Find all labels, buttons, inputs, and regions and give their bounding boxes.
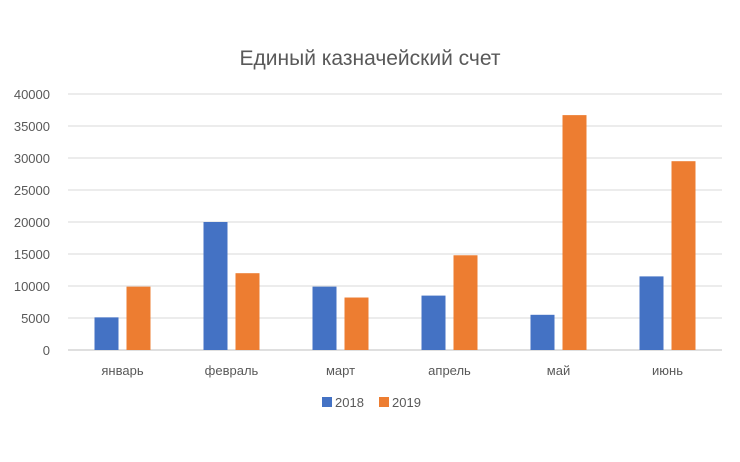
legend: 2018 2019 (322, 395, 421, 410)
x-category-label: июнь (652, 363, 683, 378)
bar-2018-3 (421, 295, 446, 350)
y-tick-label: 0 (43, 343, 50, 358)
legend-label: 2018 (335, 395, 364, 410)
y-tick-label: 35000 (14, 119, 50, 134)
y-tick-label: 40000 (14, 87, 50, 102)
x-category-label: май (547, 363, 570, 378)
bar-2019-4 (562, 115, 587, 351)
bar-2019-2 (344, 297, 369, 350)
x-category-label: март (326, 363, 355, 378)
bar-2019-0 (126, 286, 151, 350)
x-category-label: апрель (428, 363, 471, 378)
legend-label: 2019 (392, 395, 421, 410)
chart-title: Единый казначейский счет (240, 47, 501, 70)
bar-2019-1 (235, 273, 260, 350)
y-tick-label: 10000 (14, 279, 50, 294)
y-axis-ticks: 0 5000 10000 15000 20000 25000 30000 35000 40000 (14, 87, 50, 358)
bar-2019-5 (671, 161, 696, 350)
bar-2018-2 (312, 286, 337, 350)
y-tick-label: 15000 (14, 247, 50, 262)
bar-2018-4 (530, 314, 555, 350)
y-tick-label: 25000 (14, 183, 50, 198)
x-axis-categories: январь февраль март апрель май июнь (101, 363, 683, 378)
y-tick-label: 30000 (14, 151, 50, 166)
gridlines (68, 93, 722, 351)
bar-2018-0 (94, 317, 119, 350)
x-category-label: январь (101, 363, 143, 378)
legend-swatch-2018 (322, 397, 332, 407)
bars (94, 115, 696, 351)
y-tick-label: 20000 (14, 215, 50, 230)
bar-2019-3 (453, 255, 478, 350)
legend-swatch-2019 (379, 397, 389, 407)
bar-2018-1 (203, 222, 228, 350)
x-category-label: февраль (205, 363, 259, 378)
y-tick-label: 5000 (21, 311, 50, 326)
bar-2018-5 (639, 276, 664, 350)
